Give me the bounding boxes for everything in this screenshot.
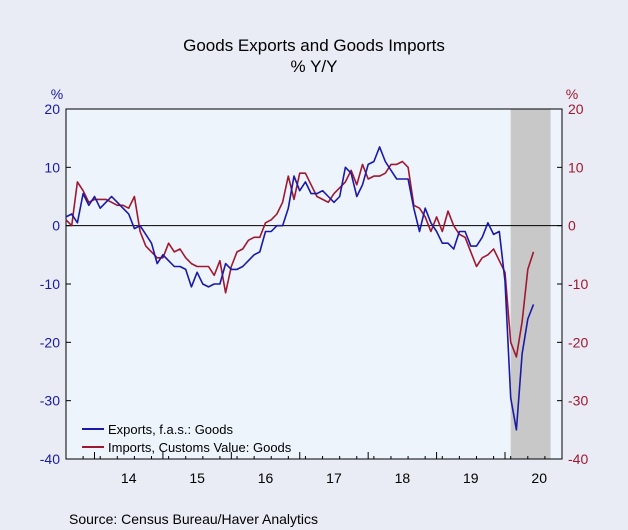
left-tick-label: 10	[44, 159, 60, 175]
x-tick-label: 14	[121, 470, 137, 486]
right-tick-label: 0	[568, 218, 576, 234]
right-tick-label: -30	[568, 393, 588, 409]
legend: Exports, f.a.s.: Goods Imports, Customs …	[82, 422, 292, 455]
right-tick-label: -20	[568, 334, 588, 350]
left-tick-label: -30	[40, 393, 60, 409]
right-axis-unit: %	[566, 86, 578, 102]
plot-area	[65, 108, 563, 460]
left-tick-label: 0	[52, 218, 60, 234]
left-axis: 20 10 0 -10 -20 -30 -40	[40, 101, 71, 467]
right-tick-label: -40	[568, 451, 588, 467]
legend-exports-label: Exports, f.a.s.: Goods	[108, 422, 233, 437]
chart-title: Goods Exports and Goods Imports	[183, 36, 445, 55]
chart-subtitle: % Y/Y	[291, 57, 338, 76]
exports-series-line	[65, 146, 535, 431]
right-axis: 20 10 0 -10 -20 -30 -40	[557, 101, 588, 467]
x-tick-label: 15	[189, 470, 205, 486]
recession-shading	[510, 109, 551, 459]
x-tick-label: 17	[326, 470, 342, 486]
imports-series-line	[65, 160, 535, 358]
x-tick-label: 19	[463, 470, 479, 486]
x-tick-label: 16	[258, 470, 274, 486]
right-tick-label: 20	[568, 101, 584, 117]
right-tick-label: -10	[568, 276, 588, 292]
left-axis-unit: %	[51, 86, 63, 102]
left-tick-label: -40	[40, 451, 60, 467]
left-tick-label: 20	[44, 101, 60, 117]
x-tick-label: 20	[531, 470, 547, 486]
x-axis: 14 15 16 17 18 19 20	[82, 452, 547, 486]
x-tick-label: 18	[395, 470, 411, 486]
legend-imports-label: Imports, Customs Value: Goods	[108, 440, 292, 455]
left-tick-label: -10	[40, 276, 60, 292]
right-tick-label: 10	[568, 159, 584, 175]
left-tick-label: -20	[40, 334, 60, 350]
source-note: Source: Census Bureau/Haver Analytics	[69, 511, 318, 527]
